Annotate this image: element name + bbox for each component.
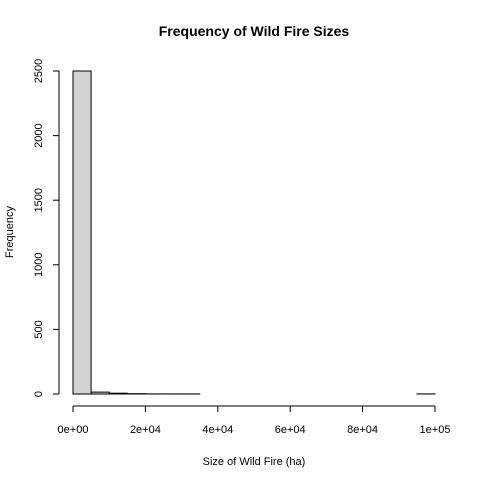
y-tick-label: 1000 bbox=[33, 253, 45, 277]
y-tick-label: 1500 bbox=[33, 188, 45, 212]
y-tick-label: 2000 bbox=[33, 123, 45, 147]
x-tick-label: 1e+05 bbox=[420, 424, 451, 436]
x-tick-label: 8e+04 bbox=[347, 424, 378, 436]
chart-title: Frequency of Wild Fire Sizes bbox=[159, 23, 350, 39]
y-tick-label: 2500 bbox=[33, 59, 45, 83]
x-axis-label: Size of Wild Fire (ha) bbox=[203, 456, 306, 468]
x-tick-label: 4e+04 bbox=[202, 424, 233, 436]
x-tick-label: 0e+00 bbox=[58, 424, 89, 436]
x-tick-label: 2e+04 bbox=[130, 424, 161, 436]
y-tick-label: 500 bbox=[33, 320, 45, 338]
histogram-bar bbox=[108, 392, 128, 395]
y-tick-label: 0 bbox=[33, 391, 45, 397]
x-tick-label: 6e+04 bbox=[275, 424, 306, 436]
x-axis: 0e+00 2e+04 4e+04 6e+04 8e+04 1e+05 bbox=[58, 405, 451, 436]
bars-group bbox=[72, 70, 436, 395]
y-axis-label: Frequency bbox=[4, 206, 16, 258]
histogram-bar bbox=[90, 391, 110, 395]
y-axis: 0 500 1000 1500 2000 2500 bbox=[33, 59, 60, 397]
histogram-bar bbox=[72, 70, 92, 395]
